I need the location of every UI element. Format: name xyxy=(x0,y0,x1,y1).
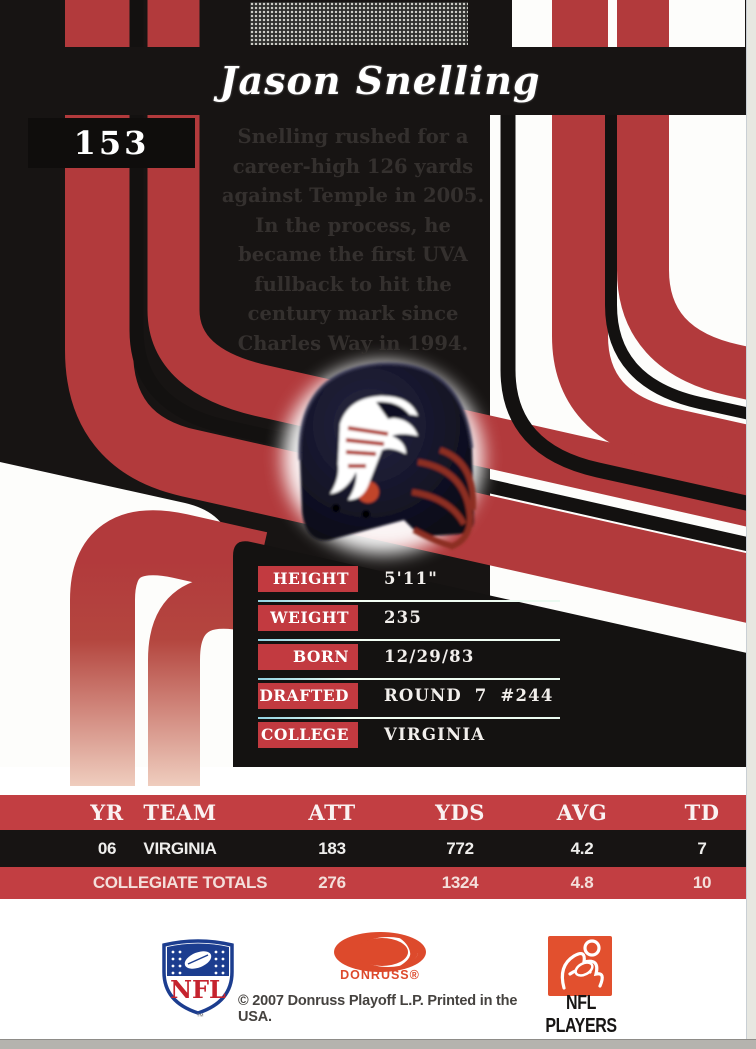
cell-avg: 4.8 xyxy=(570,873,594,892)
nfl-players-wordmark: NFL PLAYERS xyxy=(545,992,617,1037)
copyright-text: © 2007 Donruss Playoff L.P. Printed in t… xyxy=(238,993,518,1025)
vitals-label: HEIGHT xyxy=(258,566,358,592)
cell-yds: 772 xyxy=(446,839,474,858)
svg-text:NFL: NFL xyxy=(170,975,226,1004)
stats-table: YR TEAM ATT YDS AVG TD 06 VIRGINIA 183 7… xyxy=(0,795,756,899)
cell-yds: 1324 xyxy=(441,873,479,892)
vitals-list: HEIGHT 5'11" WEIGHT 235 BORN 12/29/83 DR… xyxy=(258,566,560,751)
cell-avg: 4.2 xyxy=(570,839,594,858)
left-red-stripe-inner xyxy=(147,0,756,529)
cell-team: VIRGINIA xyxy=(143,839,217,858)
thin-black-stripe-1 xyxy=(500,115,756,513)
vitals-label: BORN xyxy=(258,644,358,670)
vitals-value: VIRGINIA xyxy=(384,725,486,744)
right-red-stripe-2 xyxy=(617,0,756,402)
vitals-value: 12/29/83 xyxy=(384,647,475,666)
vitals-panel xyxy=(233,541,756,767)
card-right-edge xyxy=(746,0,756,1049)
title-band xyxy=(0,47,756,115)
card-number-box xyxy=(28,118,195,168)
vitals-label: COLLEGE xyxy=(258,722,358,748)
stats-row-totals: COLLEGIATE TOTALS 276 1324 4.8 10 xyxy=(0,867,756,899)
left-red-stripe-outer xyxy=(65,0,756,625)
nfl-players-icon xyxy=(548,936,612,996)
left-black-divider-stripe xyxy=(129,0,756,554)
bio-text: Snelling rushed for a career-high 126 ya… xyxy=(221,125,485,355)
vitals-label: WEIGHT xyxy=(258,605,358,631)
vitals-label: DRAFTED xyxy=(258,683,358,709)
col-header-yr: YR xyxy=(90,800,124,825)
nfl-trademark: ™ xyxy=(196,1012,204,1021)
col-header-td: TD xyxy=(684,800,720,825)
right-red-stripe-1 xyxy=(552,0,756,484)
vitals-value: 235 xyxy=(384,608,423,627)
player-name: Jason Snelling xyxy=(219,58,541,103)
cell-td: 7 xyxy=(697,839,707,858)
card-bottom-edge xyxy=(0,1039,756,1049)
vitals-row-height: HEIGHT 5'11" xyxy=(258,566,560,593)
vitals-separator xyxy=(258,600,560,602)
falcons-logo xyxy=(330,395,418,500)
thin-black-stripe-2 xyxy=(605,115,756,422)
col-header-yds: YDS xyxy=(435,800,485,825)
donruss-wordmark: DONRUSS® xyxy=(340,968,420,982)
cell-yr: 06 xyxy=(97,839,117,858)
nfl-shield-icon: NFL xyxy=(162,939,234,1015)
vitals-row-born: BORN 12/29/83 xyxy=(258,644,560,671)
col-header-team: TEAM xyxy=(143,800,217,825)
falcons-helmet xyxy=(298,362,477,550)
halftone-box xyxy=(250,2,468,45)
vitals-row-college: COLLEGE VIRGINIA xyxy=(258,722,560,749)
cell-td: 10 xyxy=(692,873,712,892)
vitals-row-weight: WEIGHT 235 xyxy=(258,605,560,632)
vitals-row-drafted: DRAFTED ROUND 7 #244 xyxy=(258,683,560,710)
vitals-separator xyxy=(258,678,560,680)
donruss-logo-icon xyxy=(334,932,426,972)
vitals-separator xyxy=(258,639,560,641)
cell-team: COLLEGIATE TOTALS xyxy=(92,873,268,892)
vitals-value: ROUND 7 #244 xyxy=(384,686,554,705)
col-header-avg: AVG xyxy=(556,800,608,825)
cell-att: 183 xyxy=(318,839,346,858)
stats-row-season: 06 VIRGINIA 183 772 4.2 7 xyxy=(0,830,756,867)
fading-chevron-outer xyxy=(70,510,268,786)
vitals-value: 5'11" xyxy=(384,569,439,588)
cell-att: 276 xyxy=(318,873,346,892)
card-number: 153 xyxy=(73,124,150,162)
col-header-att: ATT xyxy=(308,800,356,825)
helmet-facemask xyxy=(411,447,477,550)
vitals-separator xyxy=(258,717,560,719)
stats-table-header: YR TEAM ATT YDS AVG TD xyxy=(0,795,756,830)
